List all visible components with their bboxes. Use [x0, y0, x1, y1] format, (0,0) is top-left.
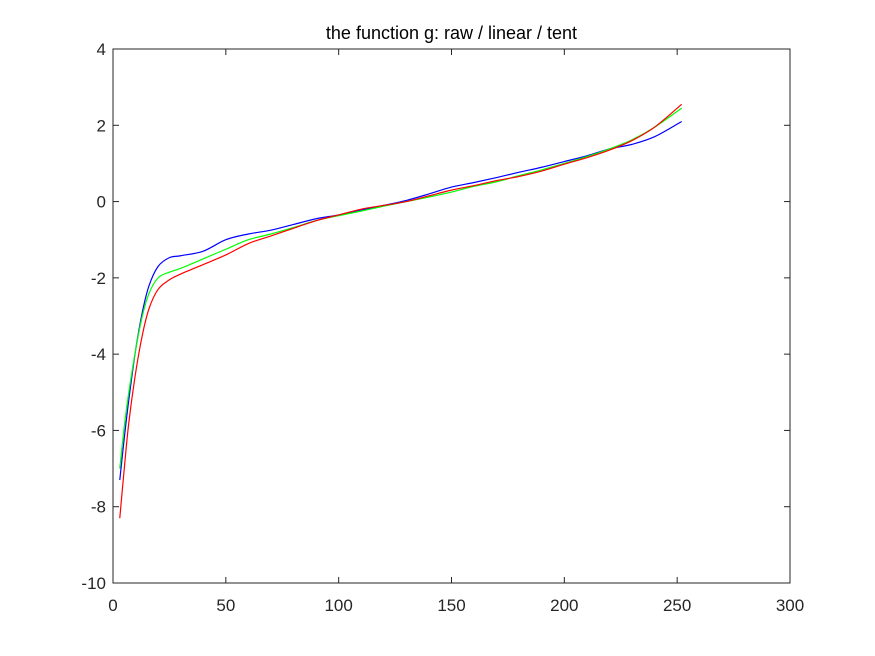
series-line-3 [119, 103, 683, 519]
y-tick-label: -2 [91, 269, 106, 288]
y-axis: -10 -8 -6 -4 -2 0 2 4 [81, 40, 790, 593]
y-tick-label: 0 [97, 193, 106, 212]
y-tick-label: 2 [97, 116, 106, 135]
x-tick-label: 250 [663, 596, 691, 615]
y-tick-label: -10 [81, 574, 106, 593]
y-tick-label: -4 [91, 345, 106, 364]
series-layer [119, 103, 683, 519]
chart-title: the function g: raw / linear / tent [326, 23, 577, 43]
y-tick-label: -8 [91, 498, 106, 517]
x-tick-label: 0 [108, 596, 117, 615]
y-tick-label: -6 [91, 421, 106, 440]
y-tick-label: 4 [97, 40, 106, 59]
x-tick-label: 50 [216, 596, 235, 615]
plot-area [113, 49, 790, 583]
x-tick-label: 100 [324, 596, 352, 615]
series-line-2 [119, 107, 683, 469]
x-axis: 0 50 100 150 200 250 300 [108, 49, 804, 615]
x-tick-label: 150 [437, 596, 465, 615]
x-tick-label: 300 [776, 596, 804, 615]
x-tick-label: 200 [550, 596, 578, 615]
